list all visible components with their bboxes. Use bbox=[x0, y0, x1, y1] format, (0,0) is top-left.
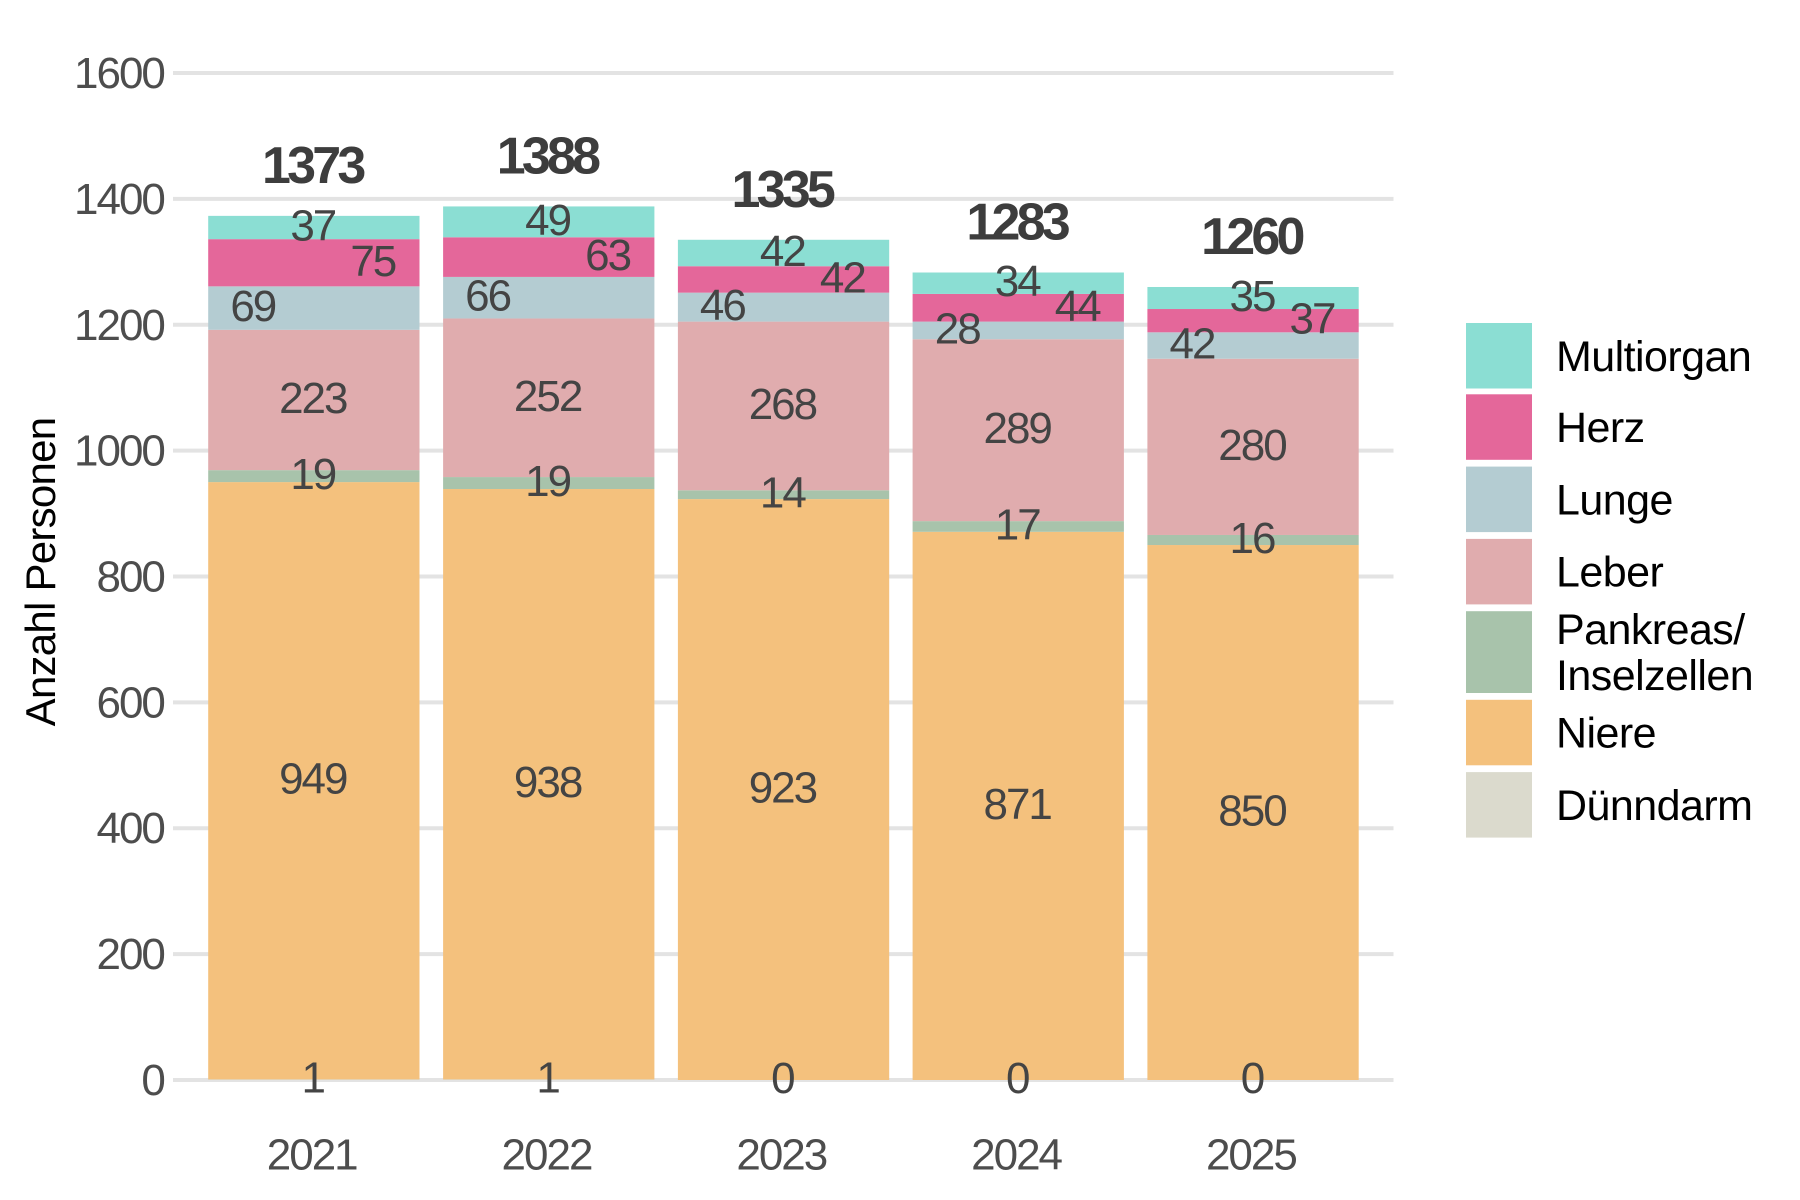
svg-text:17: 17 bbox=[995, 501, 1040, 550]
svg-text:1200: 1200 bbox=[74, 301, 164, 350]
svg-text:1400: 1400 bbox=[74, 175, 164, 224]
svg-text:19: 19 bbox=[525, 457, 570, 506]
svg-text:35: 35 bbox=[1230, 272, 1275, 321]
svg-text:69: 69 bbox=[230, 282, 275, 331]
svg-text:871: 871 bbox=[983, 780, 1051, 829]
svg-text:66: 66 bbox=[465, 272, 510, 321]
svg-text:1283: 1283 bbox=[966, 194, 1069, 252]
svg-text:200: 200 bbox=[96, 930, 164, 979]
svg-text:1000: 1000 bbox=[74, 427, 164, 476]
svg-text:0: 0 bbox=[141, 1056, 164, 1105]
svg-text:16: 16 bbox=[1230, 514, 1275, 563]
svg-text:949: 949 bbox=[279, 755, 347, 804]
svg-text:400: 400 bbox=[96, 804, 164, 853]
svg-text:1600: 1600 bbox=[74, 49, 164, 98]
svg-text:Pankreas/: Pankreas/ bbox=[1556, 606, 1745, 654]
svg-text:44: 44 bbox=[1055, 282, 1101, 331]
svg-text:800: 800 bbox=[96, 553, 164, 602]
svg-text:Niere: Niere bbox=[1556, 710, 1656, 758]
svg-text:19: 19 bbox=[290, 450, 335, 499]
svg-text:252: 252 bbox=[514, 372, 582, 421]
svg-text:0: 0 bbox=[1241, 1054, 1264, 1103]
svg-text:1: 1 bbox=[536, 1054, 559, 1103]
svg-text:Dünndarm: Dünndarm bbox=[1556, 782, 1752, 830]
svg-text:34: 34 bbox=[995, 257, 1041, 306]
svg-text:850: 850 bbox=[1218, 787, 1286, 836]
svg-text:1373: 1373 bbox=[262, 137, 365, 195]
svg-text:37: 37 bbox=[290, 202, 335, 251]
svg-text:Inselzellen: Inselzellen bbox=[1556, 652, 1753, 700]
svg-text:42: 42 bbox=[1170, 320, 1215, 369]
svg-text:Leber: Leber bbox=[1556, 549, 1663, 597]
svg-text:2021: 2021 bbox=[267, 1131, 357, 1180]
svg-text:Anzahl Personen: Anzahl Personen bbox=[17, 418, 64, 727]
svg-text:2022: 2022 bbox=[502, 1131, 592, 1180]
svg-text:63: 63 bbox=[585, 231, 630, 280]
svg-text:Multiorgan: Multiorgan bbox=[1556, 333, 1751, 381]
svg-text:2025: 2025 bbox=[1206, 1131, 1296, 1180]
svg-text:280: 280 bbox=[1218, 421, 1286, 470]
svg-text:600: 600 bbox=[96, 678, 164, 727]
svg-text:37: 37 bbox=[1290, 295, 1335, 344]
svg-text:289: 289 bbox=[983, 404, 1051, 453]
svg-text:Lunge: Lunge bbox=[1556, 476, 1673, 524]
svg-text:75: 75 bbox=[350, 237, 395, 286]
svg-text:2023: 2023 bbox=[736, 1131, 826, 1180]
svg-text:49: 49 bbox=[525, 196, 570, 245]
svg-text:0: 0 bbox=[1006, 1054, 1029, 1103]
svg-text:2024: 2024 bbox=[971, 1131, 1062, 1180]
svg-text:46: 46 bbox=[700, 281, 745, 330]
svg-text:42: 42 bbox=[820, 253, 865, 302]
svg-text:1: 1 bbox=[302, 1054, 325, 1103]
svg-text:42: 42 bbox=[760, 227, 805, 276]
svg-text:923: 923 bbox=[749, 764, 817, 813]
svg-text:28: 28 bbox=[935, 304, 980, 353]
svg-text:223: 223 bbox=[279, 374, 347, 423]
svg-text:938: 938 bbox=[514, 758, 582, 807]
svg-text:268: 268 bbox=[749, 380, 817, 429]
svg-text:Herz: Herz bbox=[1556, 404, 1645, 452]
svg-text:1260: 1260 bbox=[1201, 208, 1303, 266]
svg-text:0: 0 bbox=[771, 1054, 794, 1103]
svg-text:1388: 1388 bbox=[497, 127, 600, 185]
svg-text:1335: 1335 bbox=[732, 161, 835, 219]
svg-text:14: 14 bbox=[760, 469, 806, 518]
